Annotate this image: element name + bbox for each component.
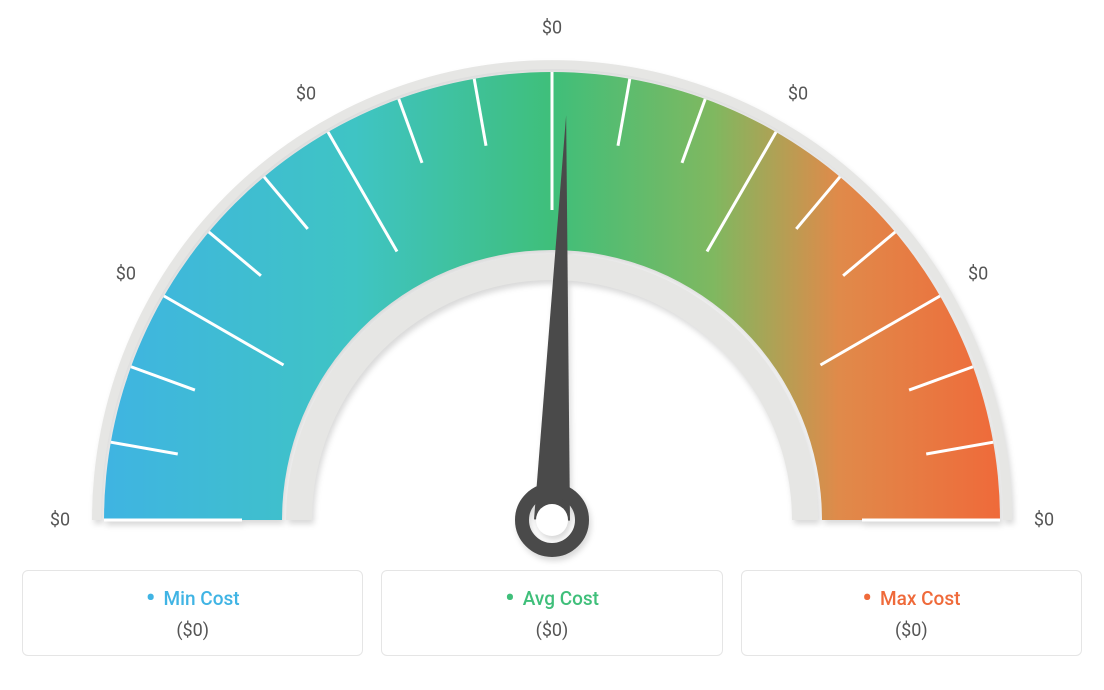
legend-label-max: Max Cost xyxy=(752,587,1071,610)
legend-value-min: ($0) xyxy=(33,620,352,641)
legend-card-max: Max Cost ($0) xyxy=(741,570,1082,656)
gauge-svg xyxy=(22,20,1082,560)
gauge-axis-label: $0 xyxy=(542,18,562,39)
gauge-axis-label: $0 xyxy=(50,510,70,531)
gauge-axis-label: $0 xyxy=(788,83,808,104)
legend-value-avg: ($0) xyxy=(392,620,711,641)
gauge-axis-label: $0 xyxy=(116,264,136,285)
gauge-axis-label: $0 xyxy=(1034,510,1054,531)
legend-card-avg: Avg Cost ($0) xyxy=(381,570,722,656)
legend-label-min: Min Cost xyxy=(33,587,352,610)
legend-value-max: ($0) xyxy=(752,620,1071,641)
legend-row: Min Cost ($0) Avg Cost ($0) Max Cost ($0… xyxy=(22,570,1082,656)
gauge-chart: $0 $0 $0 $0 $0 $0 $0 xyxy=(22,20,1082,560)
gauge-axis-label: $0 xyxy=(968,264,988,285)
gauge-axis-label: $0 xyxy=(296,83,316,104)
legend-card-min: Min Cost ($0) xyxy=(22,570,363,656)
legend-label-avg: Avg Cost xyxy=(392,587,711,610)
